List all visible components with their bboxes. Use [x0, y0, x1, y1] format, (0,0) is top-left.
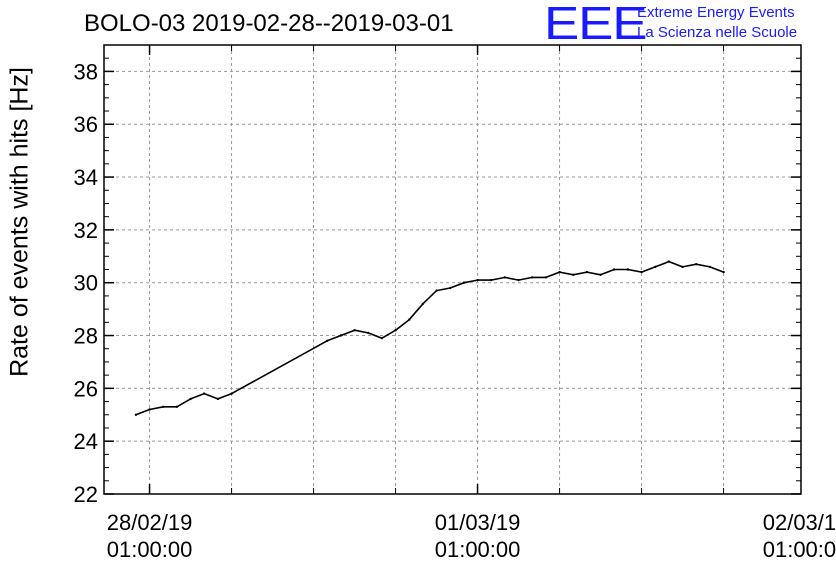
data-point	[708, 265, 712, 269]
data-point	[189, 397, 192, 401]
data-point	[681, 265, 684, 269]
data-point	[503, 276, 507, 279]
data-point	[667, 260, 671, 263]
x-tick-label-date: 02/03/19	[763, 510, 836, 535]
series-line	[135, 260, 724, 416]
x-tick-label-date: 28/02/19	[107, 510, 193, 535]
data-point	[626, 268, 630, 271]
grid	[104, 45, 801, 494]
data-point	[408, 318, 411, 321]
data-point	[435, 289, 438, 292]
y-tick-label: 34	[74, 165, 98, 190]
data-point	[449, 286, 452, 290]
y-tick-label: 32	[74, 218, 98, 243]
data-point	[421, 302, 425, 305]
data-point	[572, 273, 575, 276]
data-point	[490, 278, 493, 282]
data-point	[326, 339, 329, 342]
x-tick-label-time: 01:00:00	[107, 537, 193, 562]
data-point	[203, 392, 206, 395]
y-tick-label: 36	[74, 112, 98, 137]
data-point	[394, 329, 397, 332]
y-axis: 22 24 26 28 30 32 34 36 38	[74, 44, 801, 507]
data-point	[722, 270, 725, 274]
y-tick-label: 28	[74, 324, 98, 349]
data-point	[175, 405, 179, 408]
data-point	[462, 281, 466, 284]
data-point	[599, 273, 602, 276]
data-point	[216, 397, 220, 401]
data-point	[230, 392, 233, 395]
data-point	[654, 265, 657, 269]
x-tick-label-time: 01:00:00	[435, 537, 521, 562]
data-point	[476, 278, 479, 282]
data-point	[695, 263, 698, 266]
y-tick-label: 24	[74, 429, 98, 454]
y-tick-label: 38	[74, 59, 98, 84]
x-tick-label-date: 01/03/19	[435, 510, 521, 535]
data-point	[517, 278, 520, 282]
data-point	[162, 405, 165, 408]
y-tick-label: 30	[74, 271, 98, 296]
data-point	[613, 268, 616, 271]
data-point	[339, 334, 343, 337]
data-point	[134, 413, 138, 416]
eee-logo: EEE	[544, 0, 648, 49]
data-point	[148, 408, 151, 411]
data-point	[367, 331, 370, 335]
y-tick-label: 26	[74, 376, 98, 401]
data-point	[544, 276, 548, 279]
x-axis: 28/02/1901:00:0001/03/1901:00:0002/03/19…	[107, 45, 836, 562]
y-tick-label: 22	[74, 482, 98, 507]
data-point	[380, 337, 384, 340]
data-point	[353, 329, 356, 332]
x-tick-label-time: 01:00:00	[763, 537, 836, 562]
data-point	[531, 276, 534, 279]
data-point	[558, 270, 561, 274]
data-point	[585, 270, 589, 274]
series-group	[134, 260, 725, 416]
eee-logo-text: Extreme Energy Events La Scienza nelle Sc…	[637, 4, 798, 41]
plot-frame	[103, 44, 802, 495]
chart-title: BOLO-03 2019-02-28--2019-03-01	[84, 10, 454, 37]
data-point	[640, 270, 643, 274]
